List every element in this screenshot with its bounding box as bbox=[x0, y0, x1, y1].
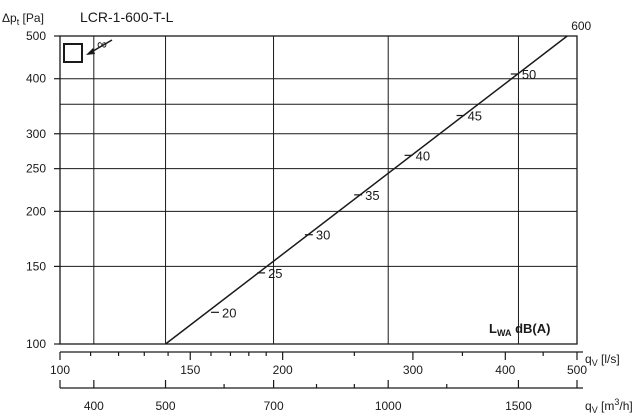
y-tick-label: 300 bbox=[26, 127, 46, 141]
x-m3h-tick-label: 1500 bbox=[505, 399, 532, 413]
sound-mark-label: 35 bbox=[365, 188, 379, 203]
x-ls-tick-label: 500 bbox=[567, 363, 587, 377]
series-layer: 600 bbox=[165, 19, 592, 345]
sound-mark-label: 30 bbox=[316, 228, 330, 243]
y-tick-label: 250 bbox=[26, 162, 46, 176]
y-axis-ticks: 100 150 200 250 300 400 500 bbox=[26, 29, 60, 351]
y-axis-label: Δpt [Pa] bbox=[2, 11, 44, 27]
sound-mark-label: 25 bbox=[268, 266, 282, 281]
x-ls-tick-label: 200 bbox=[273, 363, 293, 377]
series-label: 600 bbox=[571, 19, 591, 33]
x-axes: 100 150 200 300 400 500 400 500 700 1000 1500 bbox=[50, 351, 587, 413]
grid-lines bbox=[60, 35, 577, 345]
y-tick-label: 400 bbox=[26, 72, 46, 86]
y-tick-label: 150 bbox=[26, 259, 46, 273]
plot-frame bbox=[59, 35, 578, 345]
inset-label: ∞ bbox=[97, 36, 107, 52]
x-axis-label-ls: qV [l/s] bbox=[585, 352, 620, 368]
x-ls-tick-label: 400 bbox=[495, 363, 515, 377]
arrow-head-icon bbox=[86, 48, 95, 55]
x-m3h-tick-label: 1000 bbox=[375, 399, 402, 413]
x-ls-tick-label: 300 bbox=[403, 363, 423, 377]
y-tick-label: 200 bbox=[26, 204, 46, 218]
sound-mark-label: 40 bbox=[416, 148, 430, 163]
x-ls-tick-label: 150 bbox=[180, 363, 200, 377]
sound-level-label: LWA dB(A) bbox=[489, 321, 550, 338]
x-m3h-tick-label: 400 bbox=[84, 399, 104, 413]
chart-title: LCR-1-600-T-L bbox=[80, 9, 174, 25]
x-m3h-tick-label: 500 bbox=[156, 399, 176, 413]
sound-mark-label: 45 bbox=[468, 109, 482, 124]
x-m3h-tick-label: 700 bbox=[264, 399, 284, 413]
sound-level-marks: 20 25 30 35 40 45 50 bbox=[210, 67, 536, 320]
series-line bbox=[165, 35, 568, 345]
sound-mark-label: 20 bbox=[222, 305, 236, 320]
y-tick-label: 500 bbox=[26, 29, 46, 43]
square-duct-icon bbox=[63, 43, 83, 63]
x-ls-tick-label: 100 bbox=[50, 363, 70, 377]
x-axis-label-m3h: qV [m3/h] bbox=[585, 397, 633, 415]
sound-mark-label: 50 bbox=[522, 67, 536, 82]
y-tick-label: 100 bbox=[26, 337, 46, 351]
duct-inset: ∞ bbox=[63, 36, 113, 63]
